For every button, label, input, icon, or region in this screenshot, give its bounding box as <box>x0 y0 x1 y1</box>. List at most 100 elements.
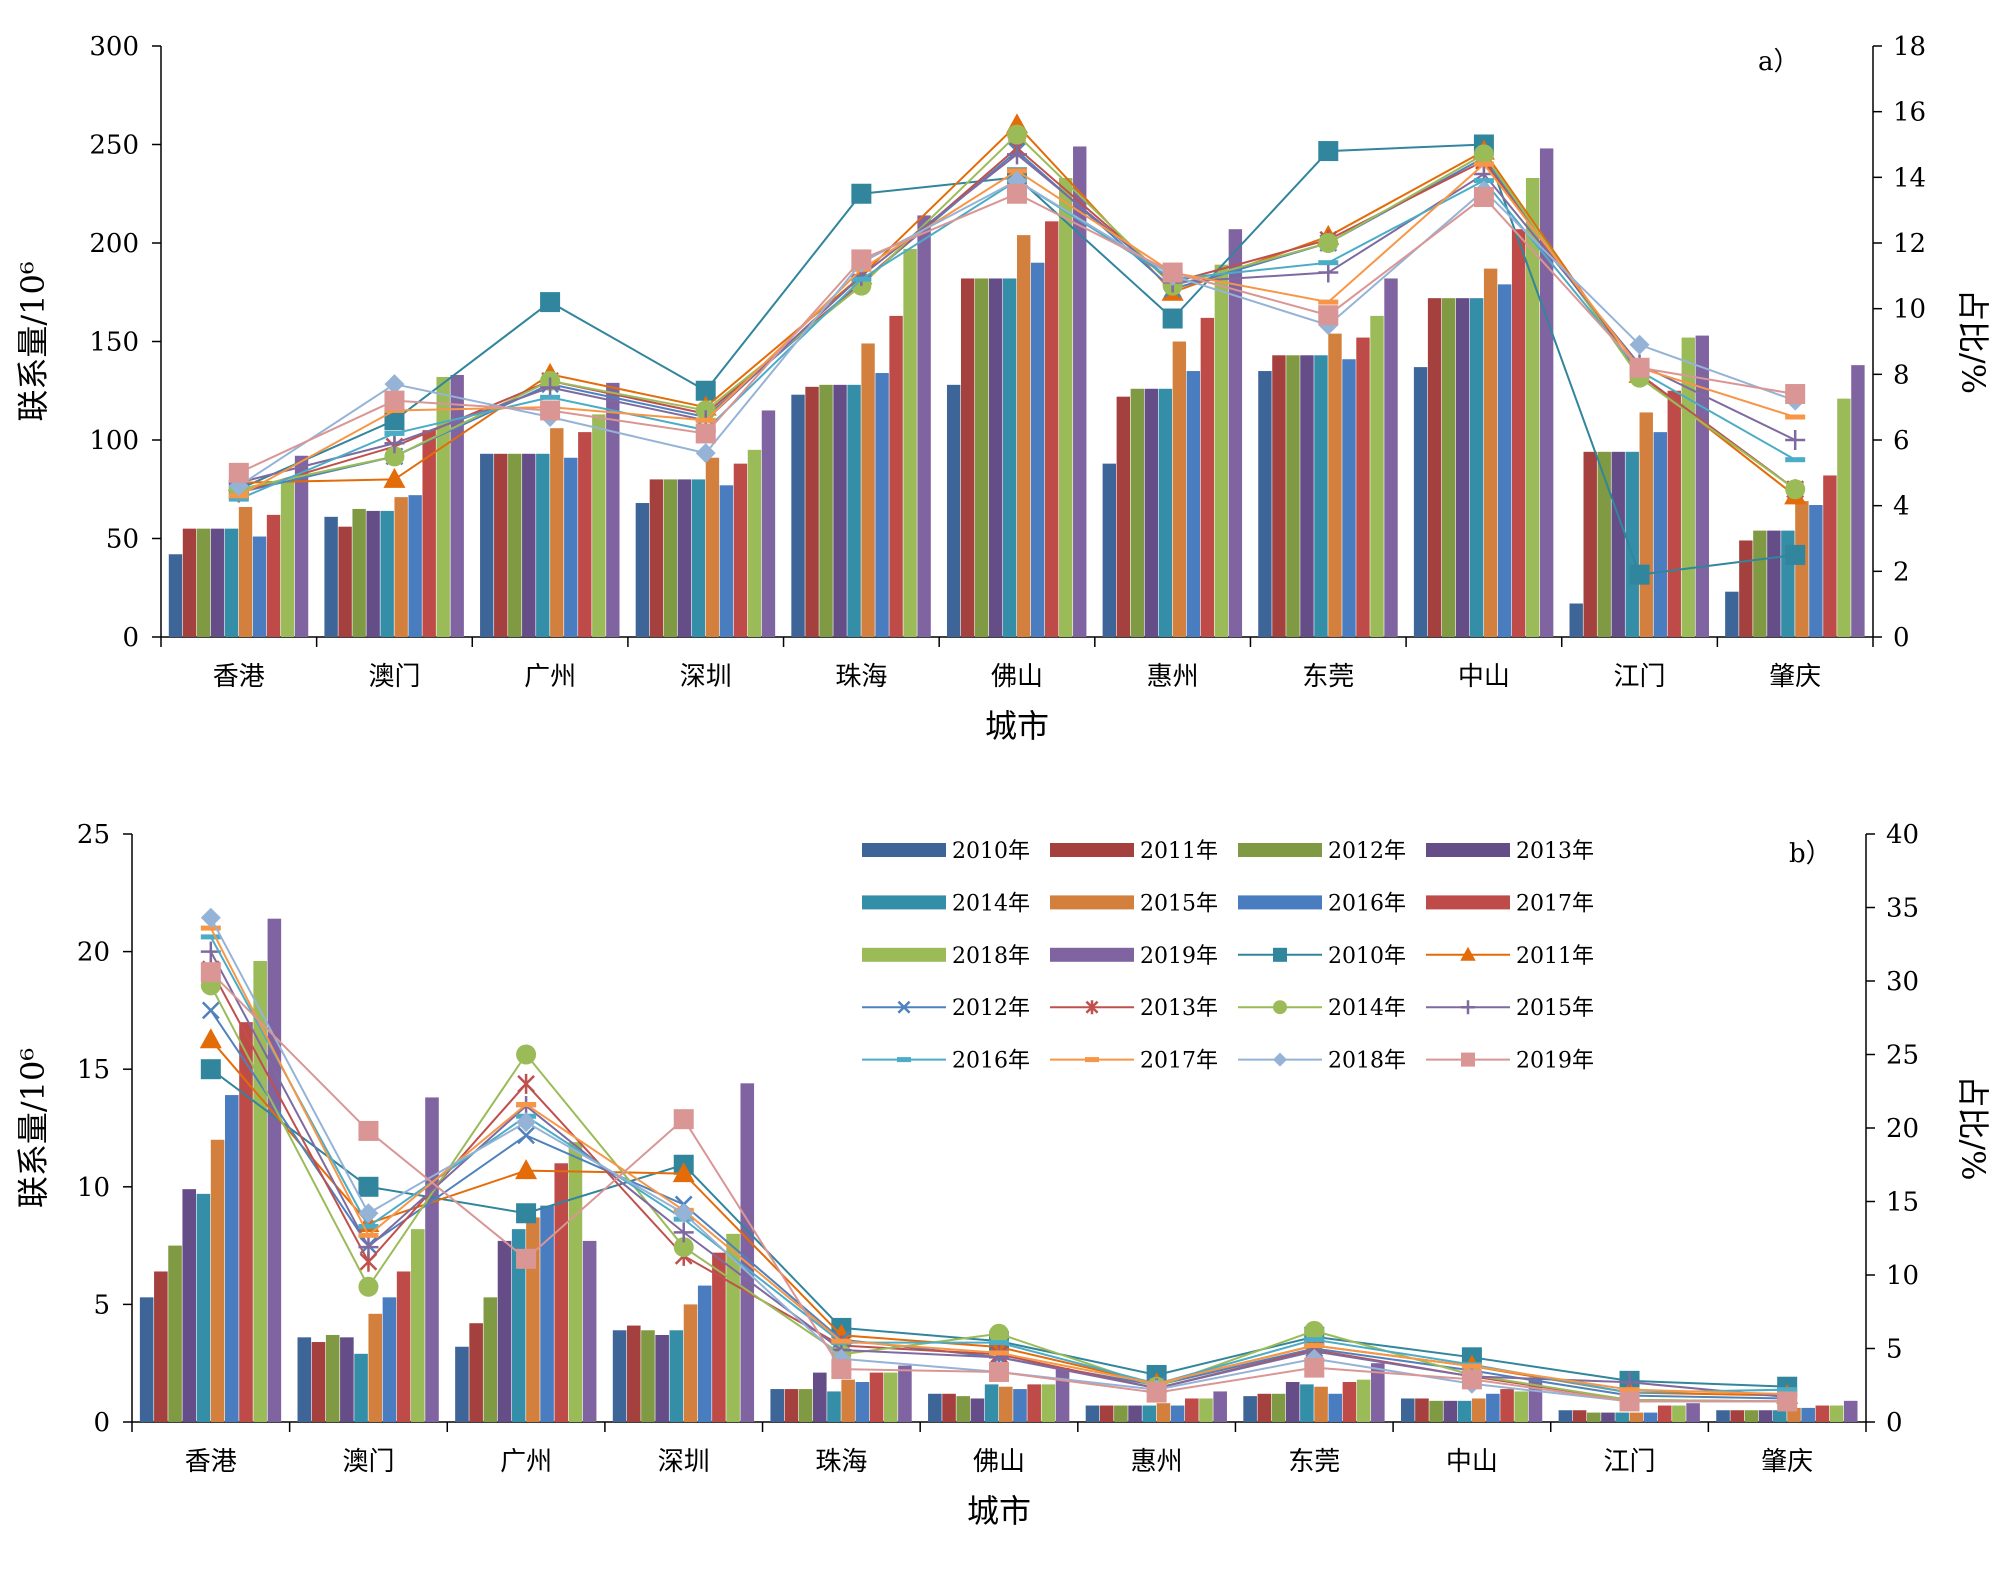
legend-swatch <box>1050 895 1134 910</box>
y-tick-label: 150 <box>89 328 139 358</box>
data-point <box>1785 414 1806 420</box>
bar <box>1186 371 1201 637</box>
bar <box>280 481 295 637</box>
bar <box>855 1382 870 1422</box>
data-point <box>1785 479 1806 500</box>
bar <box>705 457 720 637</box>
bar <box>726 1233 740 1422</box>
bar <box>1809 505 1823 637</box>
legend-label: 2019年 <box>1140 944 1218 969</box>
bar <box>1328 1393 1343 1422</box>
legend-label: 2017年 <box>1140 1049 1218 1074</box>
bar <box>1615 1412 1629 1422</box>
data-point <box>516 1112 537 1133</box>
data-point <box>1461 1369 1482 1390</box>
bar <box>1156 1403 1171 1422</box>
bar <box>1643 1412 1658 1422</box>
bar <box>1228 229 1243 637</box>
y2-tick-label: 0 <box>1886 1408 1903 1438</box>
bar <box>1172 341 1187 637</box>
y2-tick-label: 0 <box>1893 623 1910 653</box>
bar <box>168 1245 182 1422</box>
x-tick-label: 江门 <box>1614 662 1666 692</box>
data-point <box>851 276 872 282</box>
data-point <box>1318 141 1339 162</box>
data-point <box>1785 384 1806 405</box>
legend-marker <box>1461 1000 1475 1015</box>
data-point <box>831 1359 852 1380</box>
legend-label: 2018年 <box>1328 1049 1406 1074</box>
bar <box>168 554 183 637</box>
bar <box>784 1389 799 1422</box>
bar <box>917 215 931 638</box>
bar <box>1285 1382 1300 1422</box>
data-point <box>358 1237 379 1258</box>
bar <box>450 374 464 637</box>
bar <box>663 479 678 637</box>
bar <box>1597 451 1611 637</box>
data-point <box>1629 334 1650 355</box>
y-tick-label: 20 <box>77 938 110 968</box>
x-tick-label: 肇庆 <box>1769 662 1821 692</box>
legend-label: 2012年 <box>952 996 1030 1021</box>
data-point <box>673 1109 694 1130</box>
bar <box>1356 1379 1371 1422</box>
data-point <box>1629 564 1650 585</box>
x-tick-label: 深圳 <box>658 1447 710 1477</box>
x-tick-label: 江门 <box>1604 1447 1656 1477</box>
data-point <box>1785 457 1806 463</box>
data-point <box>1007 124 1027 145</box>
bar <box>382 1297 397 1422</box>
bar <box>942 1393 956 1422</box>
bar <box>1271 1393 1286 1422</box>
legend-label: 2016年 <box>1328 891 1406 916</box>
data-point <box>673 1237 694 1258</box>
bar <box>508 453 522 637</box>
data-point <box>199 1028 222 1049</box>
bar <box>1843 1400 1858 1422</box>
bar <box>655 1334 669 1422</box>
bar <box>1753 530 1767 637</box>
bar <box>740 1083 755 1422</box>
data-point <box>516 1101 537 1107</box>
data-point <box>358 1120 379 1141</box>
bar <box>1653 432 1667 637</box>
bar <box>1199 1398 1213 1422</box>
bar <box>669 1330 684 1422</box>
bar <box>1142 1405 1157 1422</box>
data-point <box>695 443 716 464</box>
data-point <box>201 1001 220 1020</box>
data-point <box>695 380 716 401</box>
bar <box>1286 355 1300 637</box>
bar <box>1185 1398 1199 1422</box>
bar <box>1572 1410 1587 1422</box>
x-axis-title: 城市 <box>985 707 1049 745</box>
x-tick-label: 珠海 <box>815 1447 867 1477</box>
bar <box>1657 1405 1672 1422</box>
bar <box>1045 221 1059 637</box>
bar <box>869 1372 884 1422</box>
data-point <box>516 1248 537 1269</box>
bar <box>626 1325 641 1422</box>
data-point <box>695 417 716 423</box>
y-tick-label: 0 <box>93 1408 110 1438</box>
bar <box>747 449 762 637</box>
data-point <box>1619 1387 1640 1393</box>
bar <box>1525 177 1540 638</box>
y-tick-label: 100 <box>89 426 139 456</box>
bar <box>1328 333 1342 637</box>
bar <box>210 528 225 637</box>
y2-tick-label: 2 <box>1893 557 1910 587</box>
legend-swatch <box>1238 843 1322 857</box>
bar <box>1413 367 1428 637</box>
data-point <box>672 1162 695 1183</box>
x-tick-label: 东莞 <box>1288 1447 1340 1477</box>
y2-tick-label: 40 <box>1886 820 1919 850</box>
bar <box>1342 359 1356 637</box>
bar <box>1730 1410 1745 1422</box>
x-tick-label: 佛山 <box>973 1447 1025 1477</box>
y2-tick-label: 25 <box>1886 1041 1919 1071</box>
legend: 2010年 2011年 2012年 2013年 2014年 2015年 2016年 2017年… <box>862 839 1594 1074</box>
data-point <box>515 1159 538 1180</box>
legend-label: 2016年 <box>952 1049 1030 1074</box>
